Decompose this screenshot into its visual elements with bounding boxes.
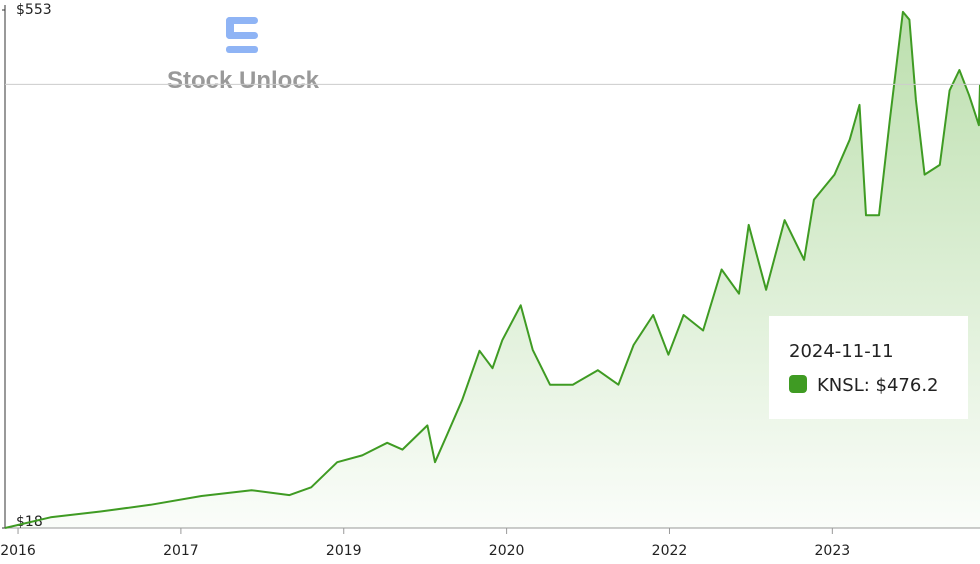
x-tick-label: 2023 xyxy=(815,543,851,559)
area xyxy=(5,11,980,528)
y-tick-label: $553 xyxy=(16,2,52,18)
line xyxy=(4,10,980,529)
x-tick-label: 2022 xyxy=(652,543,688,559)
tooltip-date: 2024-11-11 xyxy=(789,341,894,362)
x-tick-label: 2017 xyxy=(163,543,199,559)
x-tick-label: 2016 xyxy=(0,543,36,559)
tooltip-value: KNSL: $476.2 xyxy=(817,375,939,396)
watermark: Stock Unlock xyxy=(167,67,320,94)
x-tick-label: 2020 xyxy=(489,543,525,559)
tooltip: 2024-11-11 KNSL: $476.2 xyxy=(769,316,968,419)
x-tick-label: 2019 xyxy=(326,543,362,559)
watermark-logo xyxy=(226,17,258,53)
tooltip-swatch xyxy=(789,375,807,393)
tooltip-box xyxy=(769,316,968,419)
